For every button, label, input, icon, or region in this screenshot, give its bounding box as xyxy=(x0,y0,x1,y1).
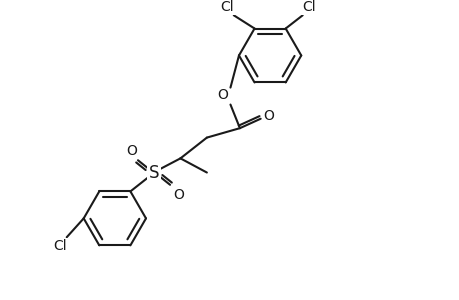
Text: O: O xyxy=(263,109,274,123)
Text: Cl: Cl xyxy=(53,239,67,253)
Text: Cl: Cl xyxy=(220,0,234,14)
Text: O: O xyxy=(126,144,136,158)
Text: Cl: Cl xyxy=(302,0,315,14)
Text: S: S xyxy=(148,164,159,181)
Text: O: O xyxy=(217,88,228,102)
Text: O: O xyxy=(173,188,184,202)
